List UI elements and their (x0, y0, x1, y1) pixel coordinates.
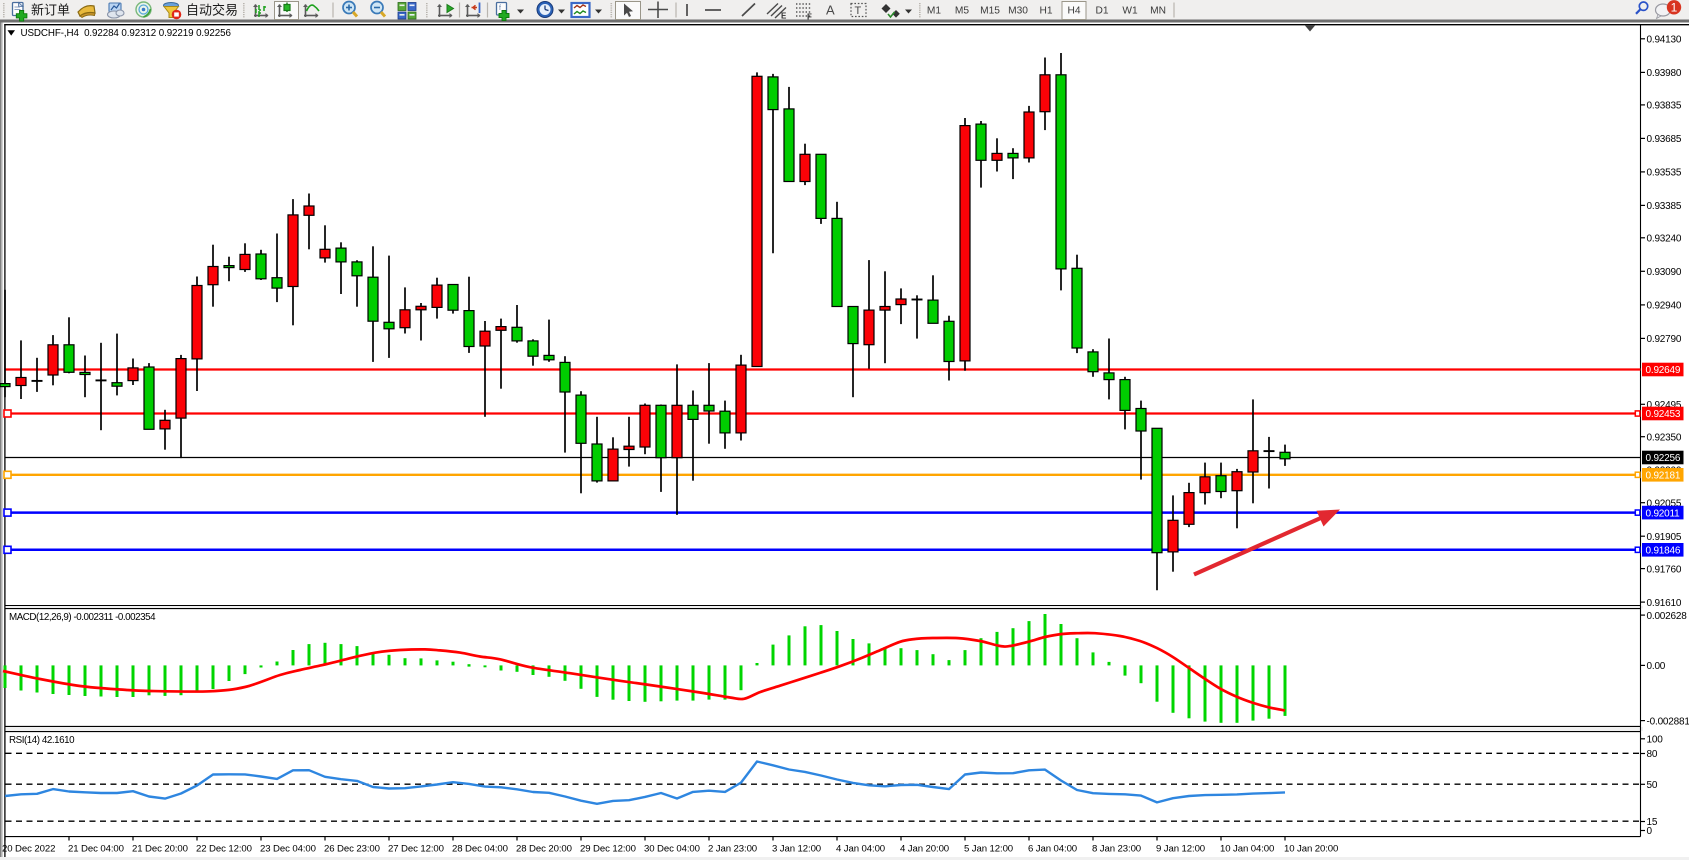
svg-text:0.93835: 0.93835 (1647, 101, 1682, 112)
svg-text:26 Dec 23:00: 26 Dec 23:00 (324, 844, 380, 855)
svg-text:6 Jan 04:00: 6 Jan 04:00 (1028, 844, 1077, 855)
svg-text:W1: W1 (1122, 6, 1138, 17)
svg-text:USDCHF-,H4 0.92284 0.92312 0.: USDCHF-,H4 0.92284 0.92312 0.92219 0.922… (21, 28, 232, 39)
svg-text:T: T (855, 5, 862, 17)
svg-text:0.93385: 0.93385 (1647, 201, 1682, 212)
svg-text:28 Dec 20:00: 28 Dec 20:00 (516, 844, 572, 855)
svg-text:29 Dec 12:00: 29 Dec 12:00 (580, 844, 636, 855)
svg-text:4 Jan 04:00: 4 Jan 04:00 (836, 844, 885, 855)
svg-text:0.93240: 0.93240 (1647, 234, 1682, 245)
svg-text:0.92350: 0.92350 (1647, 432, 1682, 443)
svg-text:E: E (781, 12, 787, 21)
svg-text:H4: H4 (1067, 6, 1080, 17)
svg-text:RSI(14) 42.1610: RSI(14) 42.1610 (9, 735, 75, 746)
svg-text:D1: D1 (1095, 6, 1108, 17)
svg-text:新订单: 新订单 (31, 3, 70, 18)
svg-text:H1: H1 (1039, 6, 1052, 17)
svg-text:0.93535: 0.93535 (1647, 168, 1682, 179)
svg-text:28 Dec 04:00: 28 Dec 04:00 (452, 844, 508, 855)
svg-text:M15: M15 (980, 6, 1000, 17)
svg-text:A: A (826, 3, 835, 18)
svg-text:0.91610: 0.91610 (1647, 598, 1682, 609)
svg-text:MN: MN (1150, 6, 1166, 17)
svg-text:30 Dec 04:00: 30 Dec 04:00 (644, 844, 700, 855)
svg-text:0.91760: 0.91760 (1647, 564, 1682, 575)
svg-text:8 Jan 23:00: 8 Jan 23:00 (1092, 844, 1141, 855)
svg-text:27 Dec 12:00: 27 Dec 12:00 (388, 844, 444, 855)
svg-text:100: 100 (1647, 735, 1664, 746)
svg-text:0.91846: 0.91846 (1646, 546, 1681, 557)
svg-text:F: F (807, 13, 812, 22)
svg-text:5 Jan 12:00: 5 Jan 12:00 (964, 844, 1013, 855)
svg-text:0.93685: 0.93685 (1647, 134, 1682, 145)
svg-text:0.92790: 0.92790 (1647, 334, 1682, 345)
svg-text:10 Jan 20:00: 10 Jan 20:00 (1284, 844, 1338, 855)
svg-text:0.94130: 0.94130 (1647, 35, 1682, 46)
svg-text:80: 80 (1647, 749, 1658, 760)
svg-text:21 Dec 04:00: 21 Dec 04:00 (68, 844, 124, 855)
svg-text:M30: M30 (1008, 6, 1028, 17)
svg-text:-0.002881: -0.002881 (1647, 716, 1689, 727)
svg-text:20 Dec 2022: 20 Dec 2022 (2, 844, 55, 855)
svg-text:0.93980: 0.93980 (1647, 68, 1682, 79)
svg-text:3 Jan 12:00: 3 Jan 12:00 (772, 844, 821, 855)
svg-text:0.92181: 0.92181 (1646, 471, 1681, 482)
svg-text:M1: M1 (927, 6, 941, 17)
svg-text:M5: M5 (955, 6, 969, 17)
svg-text:0.002628: 0.002628 (1647, 611, 1688, 622)
svg-text:0.92011: 0.92011 (1646, 508, 1681, 519)
svg-text:f: f (499, 5, 501, 12)
svg-text:1: 1 (1671, 1, 1678, 15)
svg-text:0.92495: 0.92495 (1647, 400, 1682, 411)
svg-text:0.00: 0.00 (1647, 661, 1666, 672)
svg-text:4 Jan 20:00: 4 Jan 20:00 (900, 844, 949, 855)
svg-text:10 Jan 04:00: 10 Jan 04:00 (1220, 844, 1274, 855)
svg-text:22 Dec 12:00: 22 Dec 12:00 (196, 844, 252, 855)
svg-text:0.92940: 0.92940 (1647, 301, 1682, 312)
svg-text:0.92649: 0.92649 (1646, 365, 1681, 376)
svg-text:0: 0 (1647, 826, 1653, 837)
svg-text:50: 50 (1647, 780, 1658, 791)
svg-text:23 Dec 04:00: 23 Dec 04:00 (260, 844, 316, 855)
svg-text:9 Jan 12:00: 9 Jan 12:00 (1156, 844, 1205, 855)
svg-text:0.92256: 0.92256 (1646, 453, 1681, 464)
svg-text:15: 15 (1647, 817, 1658, 828)
svg-text:自动交易: 自动交易 (186, 3, 238, 18)
svg-text:0.91905: 0.91905 (1647, 532, 1682, 543)
svg-text:2 Jan 23:00: 2 Jan 23:00 (708, 844, 757, 855)
svg-text:0.92453: 0.92453 (1646, 409, 1681, 420)
svg-text:MACD(12,26,9) -0.002311 -0.002: MACD(12,26,9) -0.002311 -0.002354 (9, 612, 156, 623)
svg-text:0.92055: 0.92055 (1647, 498, 1682, 509)
svg-text:21 Dec 20:00: 21 Dec 20:00 (132, 844, 188, 855)
svg-text:0.93090: 0.93090 (1647, 267, 1682, 278)
